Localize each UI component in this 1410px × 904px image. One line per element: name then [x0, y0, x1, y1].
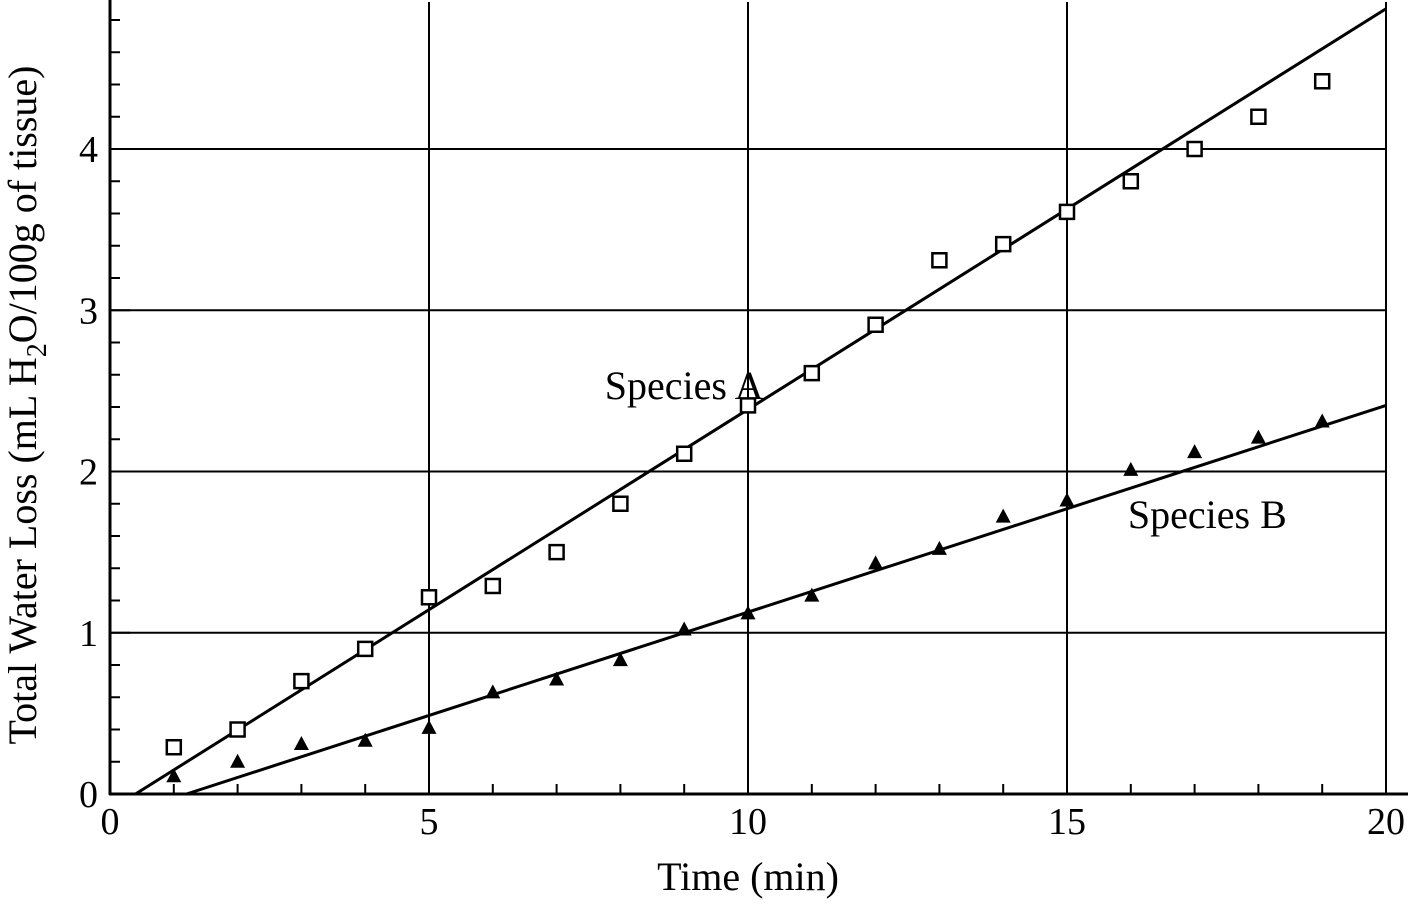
x-tick-label: 0 — [101, 801, 120, 843]
data-point-species-a — [484, 577, 502, 595]
data-point-species-a — [675, 445, 693, 463]
data-point-species-b — [1250, 429, 1266, 444]
fit-line-species-b — [186, 403, 1387, 796]
data-point-species-b — [293, 736, 309, 751]
x-tick-label: 15 — [1048, 801, 1086, 843]
y-axis-label-suffix: O/100g of tissue) — [0, 66, 45, 344]
labels: Species A Species B — [605, 363, 1287, 537]
data-point-species-b — [1187, 444, 1203, 459]
data-point-species-b — [230, 753, 246, 768]
grid — [110, 2, 1387, 794]
y-axis-label-prefix: Total Water Loss (mL H — [0, 357, 45, 744]
data-point-species-b — [804, 587, 820, 602]
data-point-species-b — [166, 768, 182, 783]
data-point-species-a — [1186, 140, 1203, 158]
y-tick-label: 2 — [79, 452, 98, 494]
data-points — [165, 73, 1331, 783]
x-tick-label: 5 — [420, 801, 439, 843]
data-point-species-b — [549, 671, 565, 686]
data-point-species-a — [994, 235, 1012, 253]
data-point-species-a — [1058, 203, 1076, 221]
data-point-species-b — [421, 719, 437, 734]
data-point-species-b — [740, 605, 756, 620]
data-point-species-a — [165, 738, 183, 756]
data-point-species-a — [739, 397, 757, 414]
y-tick-label: 4 — [79, 129, 98, 171]
data-point-species-a — [229, 721, 246, 738]
data-point-species-b — [612, 652, 628, 667]
x-tick-label: 10 — [729, 801, 767, 843]
data-point-species-a — [931, 252, 948, 269]
x-tick-label: 20 — [1367, 801, 1405, 843]
data-point-species-a — [356, 640, 374, 658]
series-label-species-a: Species A — [605, 363, 764, 408]
data-point-species-a — [548, 543, 565, 561]
data-point-species-b — [1123, 461, 1139, 476]
data-point-species-b — [1314, 413, 1330, 428]
data-point-species-b — [931, 540, 947, 555]
y-tick-label: 3 — [79, 290, 98, 332]
data-point-species-a — [420, 589, 438, 606]
data-point-species-a — [867, 316, 884, 334]
y-tick-label: 1 — [79, 613, 98, 655]
data-point-species-b — [995, 508, 1011, 523]
data-point-species-b — [1059, 492, 1075, 507]
data-point-species-b — [676, 621, 692, 636]
data-point-species-a — [803, 364, 821, 382]
data-point-species-b — [357, 732, 373, 747]
y-axis-label: Total Water Loss (mL H2O/100g of tissue) — [0, 66, 53, 745]
data-point-species-a — [612, 495, 629, 512]
ticks: 0 5 10 15 20 0 1 2 3 4 — [79, 19, 1405, 843]
axes — [108, 0, 1408, 796]
fit-line-species-a — [134, 7, 1387, 796]
data-point-species-b — [485, 684, 501, 699]
x-axis-label: Time (min) — [657, 854, 839, 899]
data-point-species-a — [1250, 108, 1267, 125]
data-point-species-a — [1122, 173, 1140, 190]
data-point-species-a — [293, 672, 310, 690]
series-label-species-b: Species B — [1128, 492, 1287, 537]
y-axis-label-subscript: 2 — [22, 343, 53, 357]
fit-lines — [134, 7, 1387, 796]
data-point-species-b — [868, 555, 884, 570]
y-tick-label: 0 — [79, 774, 98, 816]
data-point-species-a — [1313, 73, 1331, 90]
